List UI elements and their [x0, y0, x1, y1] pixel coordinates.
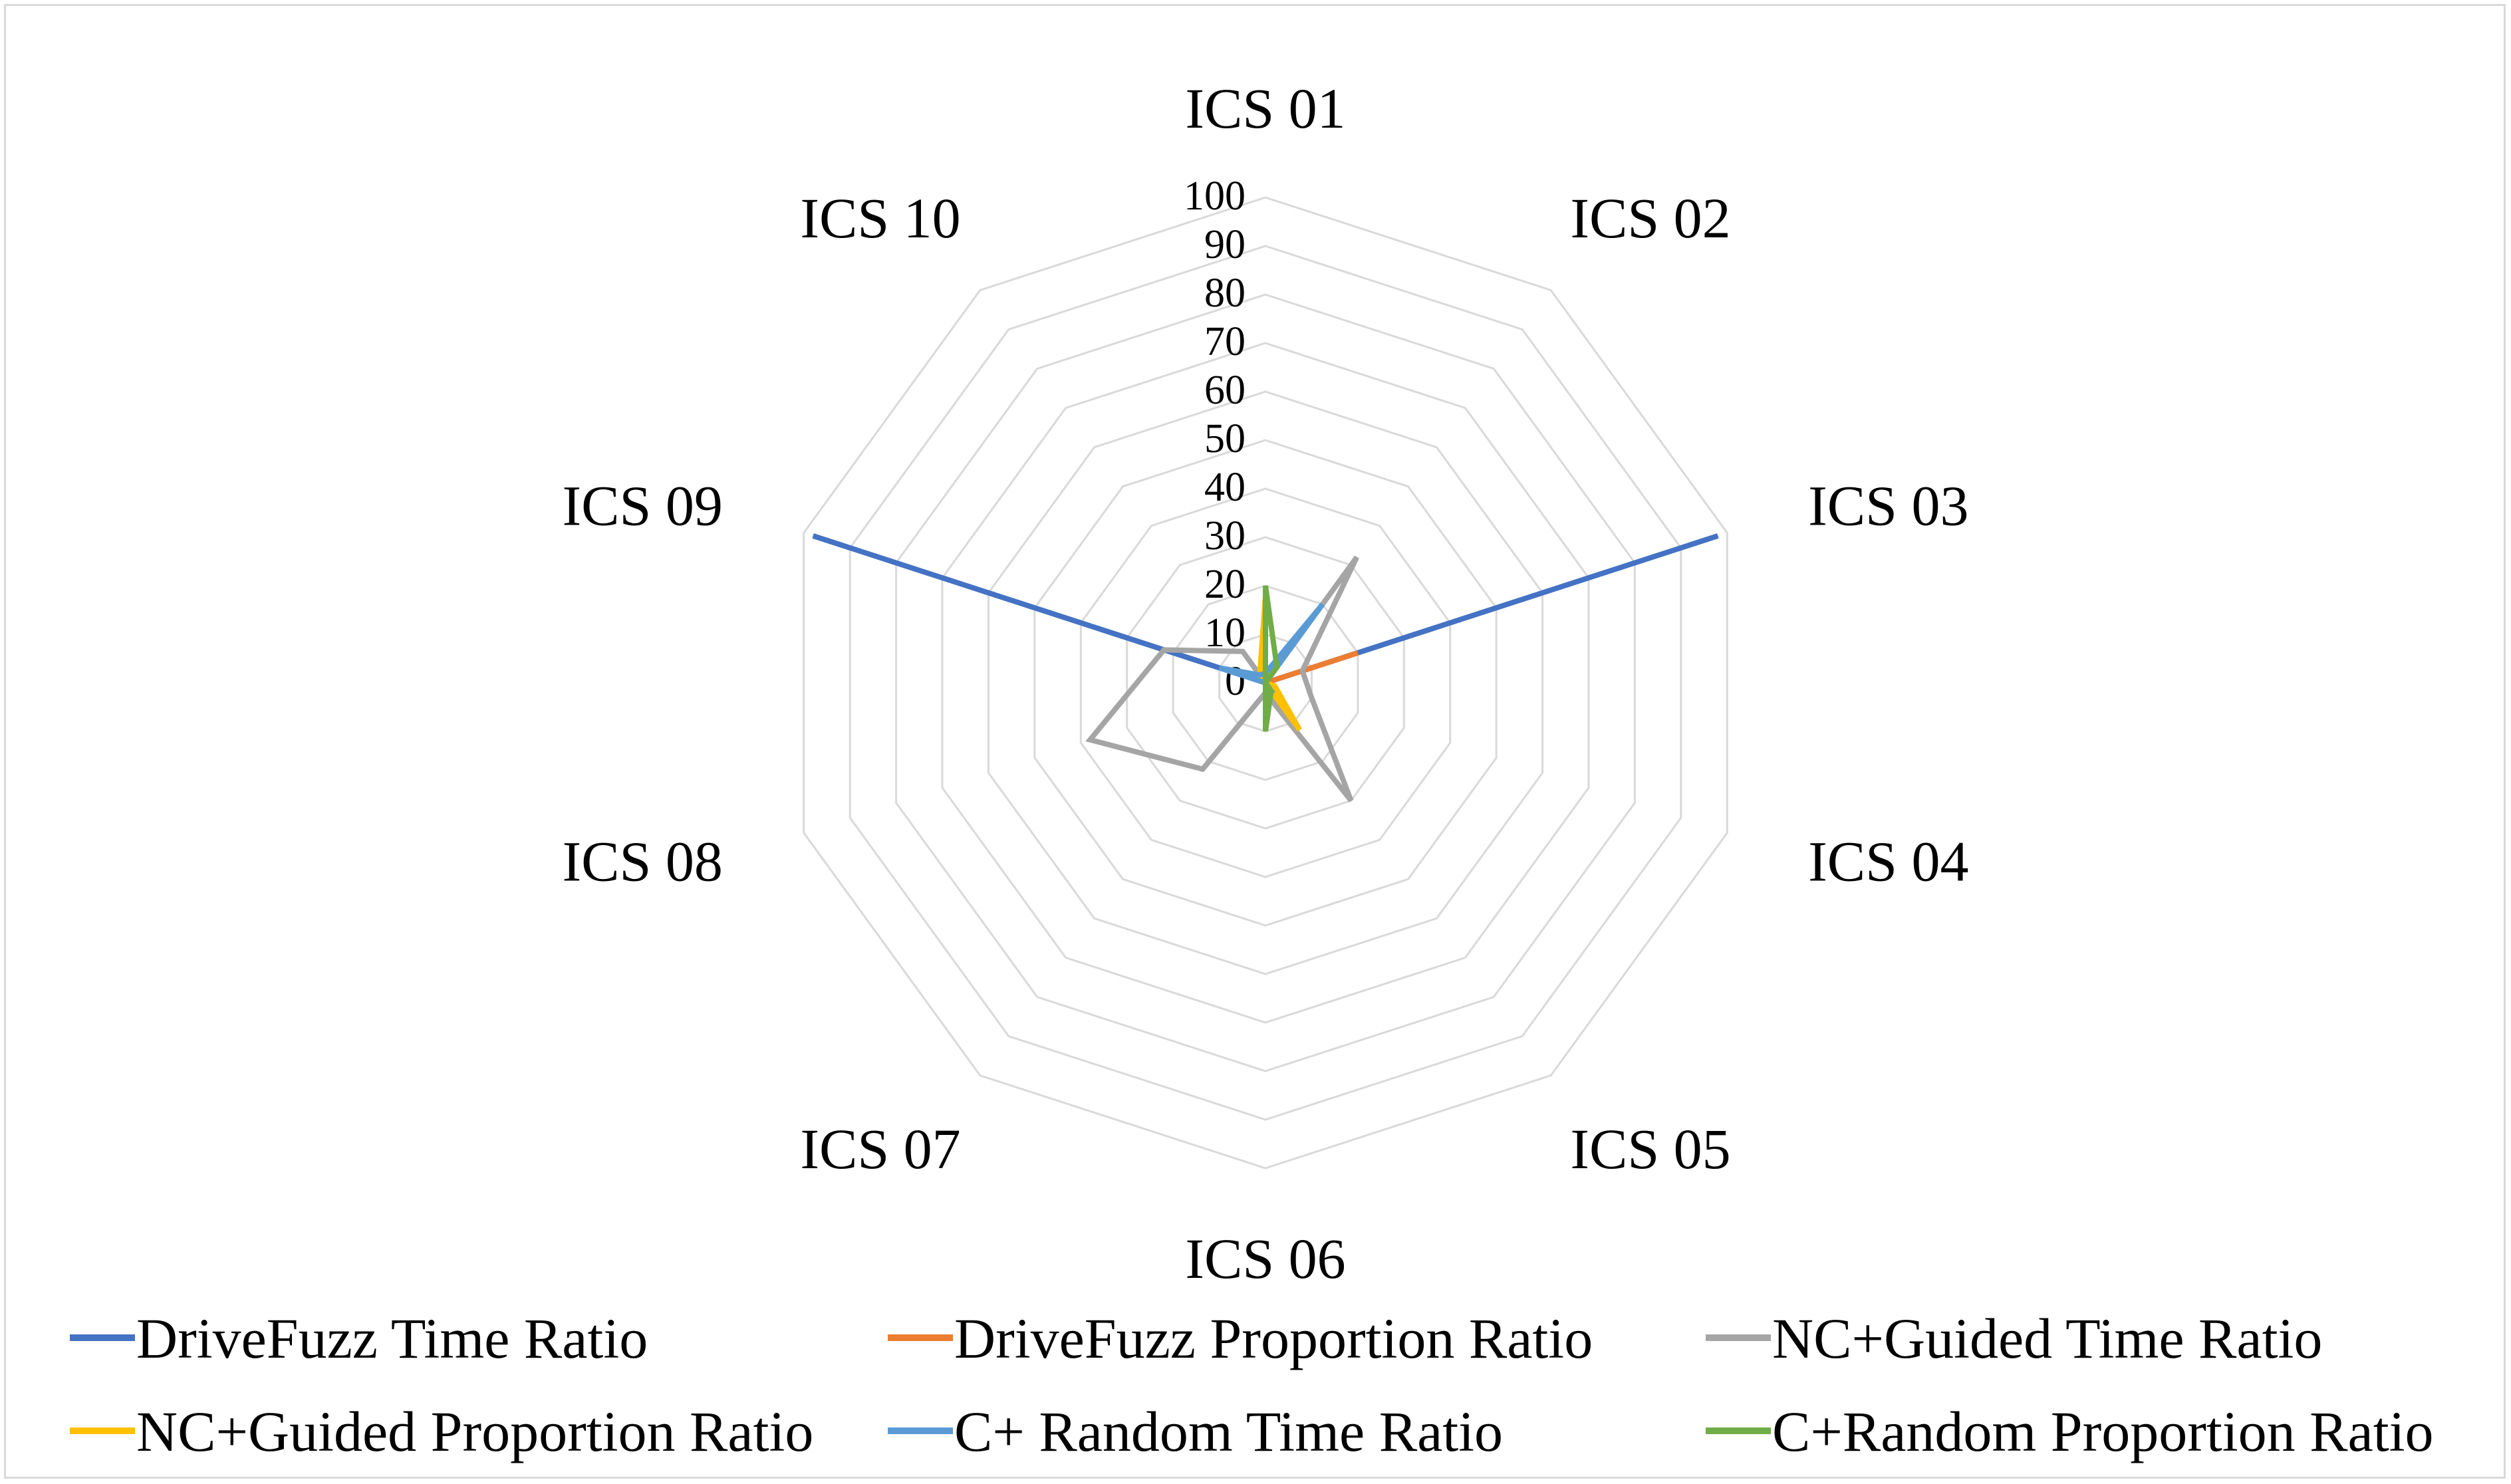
- category-label: ICS 02: [1570, 186, 1730, 250]
- tick-label: 90: [1204, 222, 1246, 267]
- grid-ring: [803, 196, 1728, 1170]
- grid-ring: [1126, 536, 1405, 830]
- legend-item: C+ Random Time Ratio: [954, 1400, 1503, 1463]
- series-line: [1262, 585, 1280, 732]
- legend-item: DriveFuzz Proportion Ratio: [954, 1306, 1593, 1370]
- series-lines: [812, 533, 1719, 803]
- category-label: ICS 08: [563, 829, 723, 893]
- category-label: ICS 04: [1808, 829, 1968, 893]
- tick-label: 30: [1204, 513, 1246, 558]
- series-line: [1264, 650, 1359, 685]
- grid-ring: [849, 245, 1682, 1121]
- category-label: ICS 03: [1808, 474, 1968, 538]
- tick-label: 20: [1204, 562, 1246, 607]
- grid-ring: [941, 342, 1590, 1024]
- radar-grid: [803, 196, 1728, 1170]
- tick-label: 60: [1204, 368, 1246, 413]
- legend-item: C+Random Proportion Ratio: [1772, 1400, 2434, 1463]
- grid-ring: [895, 293, 1636, 1072]
- category-label: ICS 05: [1570, 1117, 1730, 1181]
- category-label: ICS 06: [1185, 1227, 1345, 1291]
- category-label: ICS 09: [563, 474, 723, 538]
- category-labels: ICS 01 ICS 02 ICS 03 ICS 04 ICS 05 ICS 06 ICS …: [563, 76, 1969, 1291]
- tick-label: 50: [1204, 416, 1246, 461]
- tick-label: 100: [1184, 174, 1246, 219]
- tick-label: 10: [1204, 610, 1246, 656]
- legend-item: DriveFuzz Time Ratio: [136, 1306, 648, 1370]
- category-label: ICS 10: [800, 186, 960, 250]
- tick-label: 0: [1225, 659, 1246, 704]
- legend-item: NC+Guided Proportion Ratio: [136, 1400, 813, 1463]
- tick-label: 70: [1204, 319, 1246, 364]
- grid-ring: [1033, 439, 1498, 927]
- tick-label: 40: [1204, 465, 1246, 510]
- legend: DriveFuzz Time Ratio DriveFuzz Proportion…: [70, 1306, 2434, 1463]
- grid-ring: [1172, 584, 1359, 781]
- tick-label: 80: [1204, 271, 1246, 316]
- grid-ring: [1079, 487, 1452, 878]
- legend-item: NC+Guided Time Ratio: [1772, 1306, 2322, 1370]
- grid-ring: [987, 390, 1544, 975]
- category-label: ICS 01: [1185, 76, 1345, 140]
- category-label: ICS 07: [800, 1117, 960, 1181]
